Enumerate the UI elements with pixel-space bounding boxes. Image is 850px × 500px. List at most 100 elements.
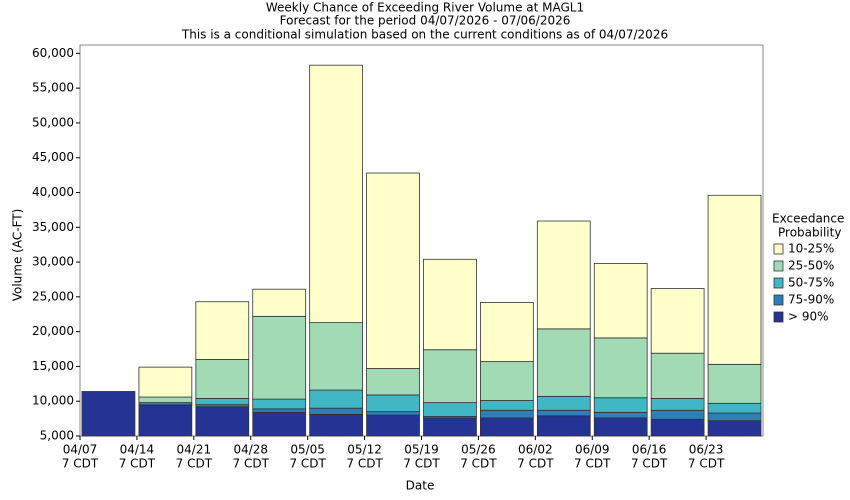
x-tick-sublabel: 7 CDT [517, 457, 554, 471]
x-tick-sublabel: 7 CDT [631, 457, 668, 471]
x-tick-label: 05/12 [347, 443, 382, 457]
legend-swatch [773, 243, 784, 255]
bar-segment [309, 64, 363, 323]
x-tick-label: 05/26 [461, 443, 496, 457]
y-tick-label: 25,000 [32, 289, 74, 303]
legend-swatch [773, 311, 784, 323]
bar-segment [309, 414, 363, 437]
bar-segment [309, 389, 363, 409]
x-tick-sublabel: 7 CDT [346, 457, 383, 471]
bar-segment [366, 394, 420, 413]
bar-segment [81, 391, 136, 437]
legend-label: 10-25% [788, 242, 834, 256]
y-tick-label: 5,000 [40, 429, 74, 443]
x-tick-label: 06/23 [689, 443, 724, 457]
x-tick-label: 05/19 [404, 443, 439, 457]
x-tick-label: 05/05 [290, 443, 325, 457]
bar-segment [252, 398, 307, 410]
legend-label: 25-50% [788, 259, 834, 273]
y-tick-label: 15,000 [32, 359, 74, 373]
chart-title: Weekly Chance of Exceeding River Volume … [266, 1, 584, 15]
bar-segment [480, 409, 534, 419]
bar-segment [138, 404, 193, 437]
bar-segment [195, 398, 250, 406]
bar-segment [366, 414, 420, 437]
legend-swatch [773, 277, 784, 289]
x-tick-sublabel: 7 CDT [574, 457, 611, 471]
bar-segment [650, 398, 705, 411]
bar-segment [707, 194, 762, 365]
legend-swatch [773, 294, 784, 306]
y-tick-label: 45,000 [32, 150, 74, 164]
bar-segment [536, 220, 591, 330]
bar-segment [593, 397, 648, 413]
bar-segment [423, 349, 477, 404]
bar-segment [309, 322, 363, 391]
x-tick-label: 04/14 [120, 443, 155, 457]
x-tick-sublabel: 7 CDT [460, 457, 497, 471]
x-tick-label: 04/07 [63, 443, 98, 457]
x-tick-sublabel: 7 CDT [119, 457, 156, 471]
bar-segment [480, 361, 534, 401]
bar-segment [536, 415, 591, 437]
legend-label: 50-75% [788, 276, 834, 290]
y-tick-label: 30,000 [32, 255, 74, 269]
bar-segment [707, 402, 762, 414]
legend-title: Probability [778, 226, 841, 240]
bar-segment [195, 406, 250, 437]
bar-segment [480, 400, 534, 411]
chart-subtitle: This is a conditional simulation based o… [181, 28, 668, 42]
x-tick-sublabel: 7 CDT [289, 457, 326, 471]
bar-segment [252, 288, 307, 317]
bar-segment [593, 337, 648, 399]
y-tick-label: 40,000 [32, 185, 74, 199]
bar-segment [138, 366, 193, 398]
y-tick-label: 60,000 [32, 46, 74, 60]
bar-segment [423, 402, 477, 417]
bar-segment [650, 409, 705, 420]
x-tick-label: 06/09 [575, 443, 610, 457]
bar-segment [536, 328, 591, 397]
bar-segment [195, 301, 250, 360]
bar-segment [707, 412, 762, 422]
bar-segment [138, 396, 193, 404]
y-axis-label: Volume (AC-FT) [11, 209, 25, 302]
x-tick-label: 04/21 [177, 443, 212, 457]
bar-segment [366, 368, 420, 396]
bar-segment [366, 172, 420, 369]
bar-segment [309, 407, 363, 415]
bar-segment [195, 359, 250, 399]
x-axis-label: Date [406, 479, 435, 493]
legend-label: > 90% [788, 310, 829, 324]
x-tick-label: 04/28 [233, 443, 268, 457]
x-tick-sublabel: 7 CDT [62, 457, 99, 471]
bar-segment [252, 408, 307, 413]
y-tick-label: 10,000 [32, 394, 74, 408]
legend-label: 75-90% [788, 293, 834, 307]
x-tick-label: 06/02 [518, 443, 553, 457]
bar-segment [480, 302, 534, 362]
bar-segment [252, 411, 307, 437]
x-tick-sublabel: 7 CDT [176, 457, 213, 471]
y-tick-label: 55,000 [32, 81, 74, 95]
bar-segment [707, 363, 762, 404]
bar-segment [593, 417, 648, 437]
x-tick-sublabel: 7 CDT [233, 457, 270, 471]
bar-segment [252, 315, 307, 400]
bar-segment [366, 411, 420, 416]
legend-swatch [773, 260, 784, 272]
y-tick-label: 35,000 [32, 220, 74, 234]
bar-segment [650, 352, 705, 399]
bar-segment [707, 420, 762, 437]
legend-title: Exceedance [772, 212, 844, 226]
bar-segment [650, 288, 705, 354]
y-tick-label: 20,000 [32, 324, 74, 338]
chart-subtitle: Forecast for the period 04/07/2026 - 07/… [280, 14, 571, 28]
bar-segment [423, 258, 477, 351]
bar-segment [593, 263, 648, 339]
x-tick-sublabel: 7 CDT [403, 457, 440, 471]
bar-segment [650, 418, 705, 437]
y-tick-label: 50,000 [32, 115, 74, 129]
x-tick-label: 06/16 [632, 443, 667, 457]
